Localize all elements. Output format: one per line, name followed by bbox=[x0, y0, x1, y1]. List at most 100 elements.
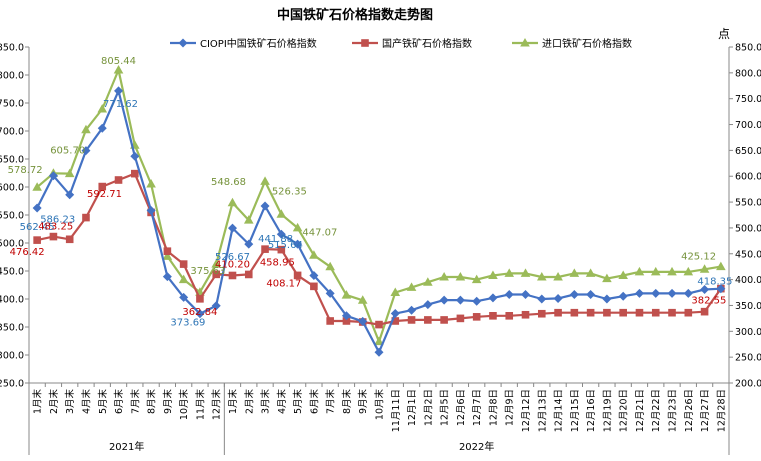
data-point bbox=[375, 320, 383, 329]
data-point bbox=[586, 308, 595, 317]
data-point bbox=[650, 266, 661, 276]
y-left-tick-label: 450.0 bbox=[0, 267, 24, 278]
data-point bbox=[64, 168, 75, 178]
data-point bbox=[357, 295, 368, 304]
data-point bbox=[553, 272, 563, 281]
data-point bbox=[162, 251, 173, 260]
data-point bbox=[423, 277, 433, 286]
data-point bbox=[390, 309, 400, 319]
data-point bbox=[407, 316, 416, 324]
data-label: 458.95 bbox=[260, 258, 295, 269]
x-tick-label: 12月9日 bbox=[505, 389, 516, 426]
data-point bbox=[82, 213, 90, 222]
data-point bbox=[635, 308, 644, 317]
data-point bbox=[520, 268, 531, 277]
y-left-tick-label: 350.0 bbox=[0, 323, 24, 334]
data-point bbox=[439, 272, 449, 281]
data-point bbox=[131, 169, 139, 178]
data-label: 771.62 bbox=[103, 99, 138, 110]
x-tick-label: 12月20日 bbox=[619, 389, 630, 432]
data-point bbox=[684, 308, 693, 317]
data-point bbox=[65, 190, 75, 200]
x-tick-label: 12月1日 bbox=[407, 389, 418, 426]
y-right-tick-label: 350.00 bbox=[735, 301, 761, 312]
data-point bbox=[586, 290, 596, 300]
x-tick-label: 12月7日 bbox=[472, 389, 483, 426]
data-point bbox=[407, 305, 417, 315]
data-point bbox=[358, 316, 368, 326]
data-point bbox=[569, 290, 579, 300]
y-right-tick-label: 800.00 bbox=[735, 68, 761, 79]
legend: CIOPI中国铁矿石价格指数 国产铁矿石价格指数 进口铁矿石价格指数 bbox=[170, 37, 632, 50]
data-label: 362.84 bbox=[182, 307, 217, 318]
x-tick-label: 12月27日 bbox=[700, 389, 711, 432]
data-point bbox=[440, 316, 448, 324]
y-left-tick-label: 500.0 bbox=[0, 239, 24, 250]
data-label: 425.12 bbox=[681, 251, 716, 262]
data-point bbox=[227, 197, 238, 207]
data-point bbox=[668, 308, 676, 317]
group-label: 2021年 bbox=[109, 440, 144, 453]
data-point bbox=[341, 290, 352, 299]
data-point bbox=[634, 266, 645, 276]
x-tick-label: 12月6日 bbox=[456, 389, 467, 426]
data-point bbox=[520, 38, 530, 47]
data-point bbox=[196, 295, 204, 303]
x-tick-label: 1月末 bbox=[32, 389, 44, 415]
data-label: 592.71 bbox=[87, 189, 122, 200]
data-label: 410.20 bbox=[215, 259, 250, 270]
x-tick-label: 12月16日 bbox=[586, 389, 597, 432]
data-label: 562.45 bbox=[20, 222, 55, 233]
data-label: 375.63 bbox=[190, 266, 225, 277]
data-point bbox=[602, 294, 612, 304]
data-point bbox=[603, 308, 611, 317]
y-left-tick-label: 700.0 bbox=[0, 127, 24, 138]
data-point bbox=[651, 308, 660, 317]
data-label: 805.44 bbox=[101, 56, 136, 67]
data-point bbox=[683, 288, 693, 298]
y-right-tick-label: 600.00 bbox=[735, 172, 761, 183]
y-right-tick-label: 400.00 bbox=[735, 275, 761, 286]
y-left-tick-label: 750.0 bbox=[0, 99, 24, 110]
data-point bbox=[424, 316, 432, 324]
legend-item: 进口铁矿石价格指数 bbox=[512, 37, 632, 50]
data-point bbox=[634, 288, 644, 298]
data-point bbox=[521, 310, 530, 319]
data-point bbox=[554, 308, 562, 317]
legend-label: CIOPI中国铁矿石价格指数 bbox=[200, 37, 317, 50]
data-point bbox=[228, 271, 237, 280]
x-tick-label: 12月8日 bbox=[488, 389, 499, 426]
data-point bbox=[277, 245, 286, 254]
data-point bbox=[178, 38, 188, 48]
y-left-tick-label: 550.0 bbox=[0, 211, 24, 222]
data-point bbox=[439, 295, 449, 305]
y-right-tick-label: 650.00 bbox=[735, 146, 761, 157]
data-point bbox=[97, 104, 108, 113]
data-point bbox=[48, 171, 58, 181]
data-point bbox=[342, 317, 351, 325]
data-point bbox=[81, 146, 91, 156]
series-1 bbox=[33, 169, 725, 329]
data-point bbox=[260, 176, 270, 185]
x-tick-label: 1月末 bbox=[227, 389, 239, 415]
y-right-tick-label: 500.00 bbox=[735, 223, 761, 234]
legend-item: 国产铁矿石价格指数 bbox=[352, 37, 472, 50]
x-tick-label: 2月末 bbox=[48, 389, 60, 415]
data-point bbox=[472, 313, 481, 321]
y-left-tick-label: 850.0 bbox=[0, 43, 24, 54]
data-point bbox=[716, 261, 726, 271]
data-point bbox=[569, 268, 580, 277]
data-point bbox=[211, 259, 222, 268]
data-point bbox=[716, 284, 726, 294]
data-label: 476.42 bbox=[10, 247, 45, 258]
data-point bbox=[244, 239, 254, 249]
y-right-tick-label: 300.00 bbox=[735, 327, 761, 338]
legend-item: CIOPI中国铁矿石价格指数 bbox=[170, 37, 317, 50]
x-tick-label: 4月末 bbox=[80, 389, 92, 415]
data-label: 382.55 bbox=[691, 296, 726, 307]
data-point bbox=[570, 308, 579, 317]
x-tick-label: 8月末 bbox=[146, 389, 158, 415]
x-tick-label: 12月末 bbox=[211, 389, 223, 421]
x-tick-label: 3月末 bbox=[64, 389, 76, 415]
